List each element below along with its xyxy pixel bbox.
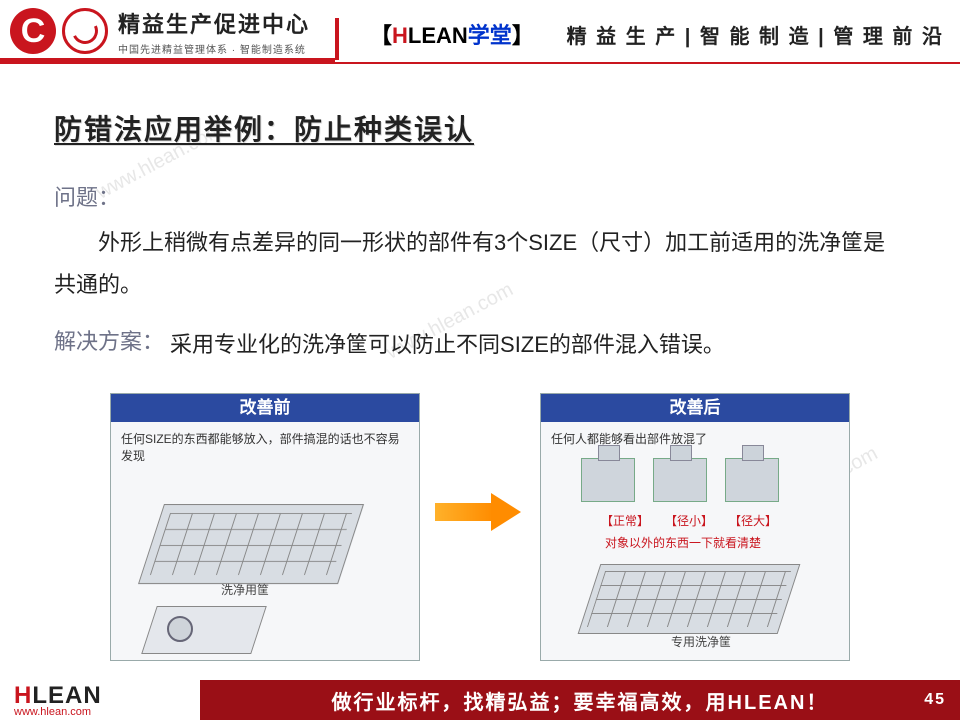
header-center: 【HLEAN学堂】 xyxy=(370,18,534,50)
panel-after-note: 任何人都能够看出部件放混了 xyxy=(551,430,839,447)
footer-brand: HLEAN www.hlean.com xyxy=(0,680,200,720)
gage-icon xyxy=(653,458,707,502)
hlean-school: 学堂 xyxy=(468,23,512,48)
logo-main: 精益生产促进中心 xyxy=(118,7,310,39)
tag-small: 【径小】 xyxy=(665,512,713,529)
header-tagline: 精 益 生 产 | 智 能 制 造 | 管 理 前 沿 xyxy=(567,20,944,49)
panel-after-title: 改善后 xyxy=(541,394,849,422)
diagram-panels: 改善前 任何SIZE的东西都能够放入，部件搞混的话也不容易发现 洗净用筐 改善后… xyxy=(54,393,906,661)
gage-icon xyxy=(725,458,779,502)
logo-text: 精益生产促进中心 中国先进精益管理体系 · 智能制造系统 xyxy=(118,7,310,56)
panel-before-note: 任何SIZE的东西都能够放入，部件搞混的话也不容易发现 xyxy=(121,430,409,464)
logo-c-icon: C xyxy=(10,8,56,54)
footer-url: www.hlean.com xyxy=(14,706,200,718)
tray-after-icon xyxy=(578,564,801,634)
problem-text: 外形上稍微有点差异的同一形状的部件有3个SIZE（尺寸）加工前适用的洗净筐是共通… xyxy=(54,222,906,306)
tag-ok: 【正常】 xyxy=(601,512,649,529)
panel-after: 改善后 任何人都能够看出部件放混了 【正常】 【径小】 【径大】 对象以外的东西… xyxy=(540,393,850,661)
label-problem: 问题： xyxy=(54,180,906,212)
hlean-rest: LEAN xyxy=(408,23,468,48)
footer: HLEAN www.hlean.com 做行业标杆，找精弘益；要幸福高效，用HL… xyxy=(0,680,960,720)
tag-big: 【径大】 xyxy=(729,512,777,529)
tray-before-label: 洗净用筐 xyxy=(221,581,269,598)
bucket-icon xyxy=(141,606,267,654)
footer-brand-rest: LEAN xyxy=(32,682,101,709)
slide-title: 防错法应用举例：防止种类误认 xyxy=(54,108,906,148)
label-solution: 解决方案： xyxy=(54,324,164,366)
solution-text: 采用专业化的洗净筐可以防止不同SIZE的部件混入错误。 xyxy=(170,324,725,366)
arrow-right-icon xyxy=(435,493,525,531)
logo-sub: 中国先进精益管理体系 · 智能制造系统 xyxy=(118,41,310,56)
footer-brand-h: H xyxy=(14,682,32,709)
tray-before-icon xyxy=(138,504,364,584)
after-red-note: 对象以外的东西一下就看清楚 xyxy=(605,534,761,551)
main: 防错法应用举例：防止种类误认 问题： 外形上稍微有点差异的同一形状的部件有3个S… xyxy=(0,58,960,661)
panel-before-title: 改善前 xyxy=(111,394,419,422)
footer-slogan-bar: 做行业标杆，找精弘益；要幸福高效，用HLEAN！ 45 xyxy=(200,680,960,720)
logo-circle-icon xyxy=(62,8,108,54)
arrow-wrap xyxy=(420,393,540,531)
bracket-r: 】 xyxy=(512,23,534,48)
tray-after-label: 专用洗净筐 xyxy=(671,633,731,650)
panel-before: 改善前 任何SIZE的东西都能够放入，部件搞混的话也不容易发现 洗净用筐 xyxy=(110,393,420,661)
size-tags: 【正常】 【径小】 【径大】 xyxy=(601,512,777,529)
page-number: 45 xyxy=(924,691,946,709)
hlean-h: H xyxy=(392,23,408,48)
gage-icon xyxy=(581,458,635,502)
header-vertical-bar xyxy=(335,18,339,60)
header: C 精益生产促进中心 中国先进精益管理体系 · 智能制造系统 【HLEAN学堂】… xyxy=(0,0,960,58)
bracket-l: 【 xyxy=(370,23,392,48)
footer-slogan: 做行业标杆，找精弘益；要幸福高效，用HLEAN！ xyxy=(332,686,829,715)
gages xyxy=(581,458,779,502)
